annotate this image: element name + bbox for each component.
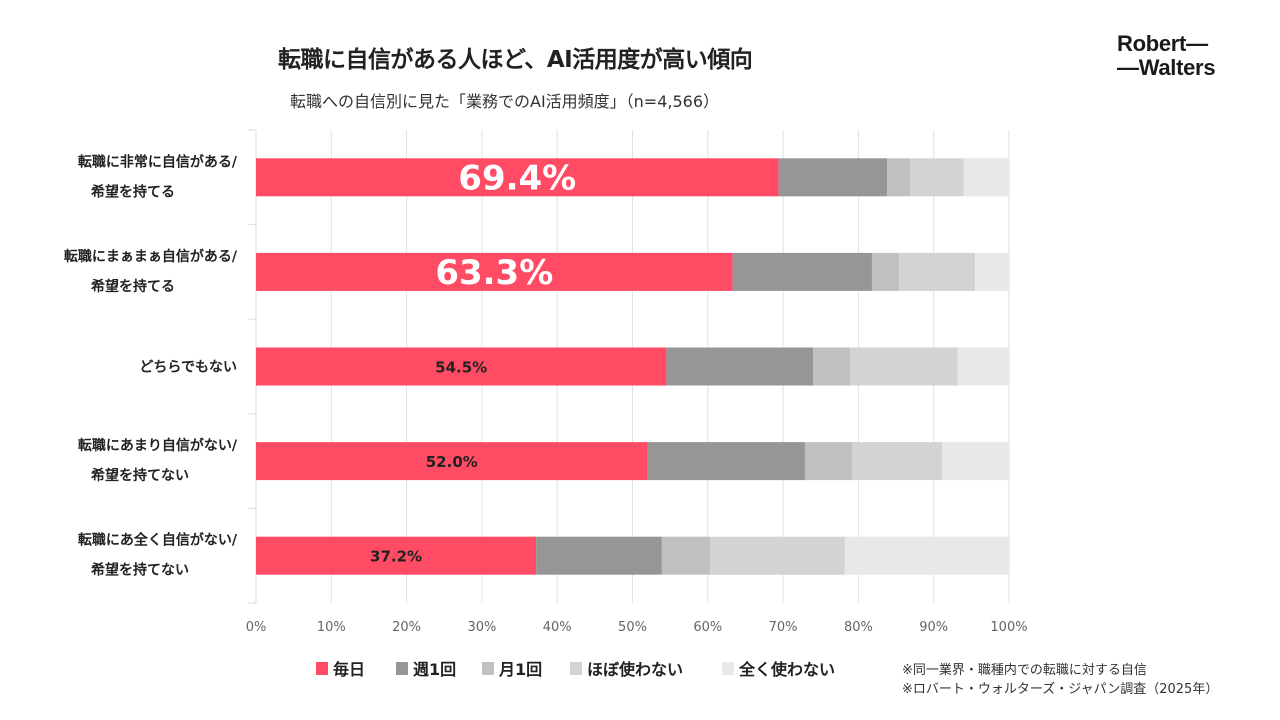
legend-label: 月1回 (498, 660, 542, 679)
bar-segment-全く使わない (957, 347, 1009, 386)
bar-segment-毎日 (256, 536, 537, 575)
category-label: 希望を持てる (91, 183, 175, 200)
bar-segment-全く使わない (941, 442, 1009, 481)
x-tick-label: 10% (317, 620, 346, 635)
legend-label: 毎日 (333, 660, 365, 679)
x-tick-label: 50% (618, 620, 647, 635)
bar-segment-月1回 (661, 536, 711, 575)
category-label: 希望を持てない (91, 467, 189, 484)
bar-segment-毎日 (256, 347, 667, 386)
x-tick-label: 70% (769, 620, 798, 635)
logo-line-1: Robert— (1117, 31, 1208, 56)
chart-subtitle: 転職への自信別に見た「業務でのAI活用頻度」（n=4,566） (290, 92, 720, 111)
bar-segment-毎日 (256, 158, 779, 197)
x-tick-label: 30% (467, 620, 496, 635)
bar-segment-週1回 (647, 442, 805, 481)
data-label: 52.0% (426, 453, 478, 471)
legend-swatch (482, 662, 494, 675)
bar-segment-ほぼ使わない (850, 347, 958, 386)
bar-segment-ほぼ使わない (899, 252, 976, 291)
bar-segment-ほぼ使わない (852, 442, 942, 481)
legend-label: ほぼ使わない (587, 660, 683, 679)
footnotes: ※同一業界・職種内での転職に対する自信 ※ロバート・ウォルターズ・ジャパン調査（… (902, 661, 1218, 699)
bar-segment-全く使わない (963, 158, 1009, 197)
data-label: 63.3% (435, 253, 553, 293)
category-label: 希望を持てない (91, 562, 189, 579)
legend-swatch (316, 662, 328, 675)
footnote-2: ※ロバート・ウォルターズ・ジャパン調査（2025年） (902, 682, 1219, 697)
x-tick-label: 100% (990, 620, 1027, 635)
bar-segment-毎日 (256, 252, 733, 291)
category-label: 転職に非常に自信がある/ (78, 153, 238, 170)
chart-title: 転職に自信がある人ほど、AI活用度が高い傾向 (278, 47, 753, 73)
bar-segment-週1回 (778, 158, 888, 197)
x-tick-label: 80% (844, 620, 873, 635)
category-label: 転職にあ全く自信がない/ (78, 532, 238, 549)
x-tick-label: 20% (392, 620, 421, 635)
bar-segment-週1回 (536, 536, 662, 575)
x-tick-label: 60% (693, 620, 722, 635)
bar-segment-月1回 (804, 442, 853, 481)
legend-swatch (570, 662, 582, 675)
data-label: 69.4% (458, 158, 576, 198)
x-tick-label: 0% (246, 620, 267, 635)
robert-walters-logo: Robert— —Walters (1117, 31, 1216, 80)
legend-swatch (396, 662, 408, 675)
bar-segment-ほぼ使わない (710, 536, 845, 575)
bar-segment-月1回 (813, 347, 851, 386)
data-label: 54.5% (435, 359, 487, 377)
footnote-1: ※同一業界・職種内での転職に対する自信 (902, 663, 1147, 678)
x-tick-label: 40% (543, 620, 572, 635)
logo-line-2: —Walters (1117, 55, 1216, 80)
bar-segment-月1回 (871, 252, 900, 291)
bar-segment-全く使わない (975, 252, 1009, 291)
category-label: 転職にまぁまぁ自信がある/ (64, 248, 238, 265)
bar-segment-ほぼ使わない (910, 158, 964, 197)
bar-segment-全く使わない (844, 536, 1009, 575)
category-label: 希望を持てる (91, 278, 175, 295)
category-label: 転職にあまり自信がない/ (78, 437, 238, 454)
x-tick-label: 90% (919, 620, 948, 635)
data-label: 37.2% (370, 548, 422, 566)
category-label: どちらでもない (139, 360, 237, 376)
bar-segment-毎日 (256, 442, 648, 481)
bar-segment-週1回 (732, 252, 872, 291)
bar-segment-週1回 (666, 347, 814, 386)
bar-segment-月1回 (887, 158, 911, 197)
legend-label: 週1回 (413, 660, 456, 679)
legend-swatch (722, 662, 734, 675)
legend-label: 全く使わない (738, 660, 835, 679)
